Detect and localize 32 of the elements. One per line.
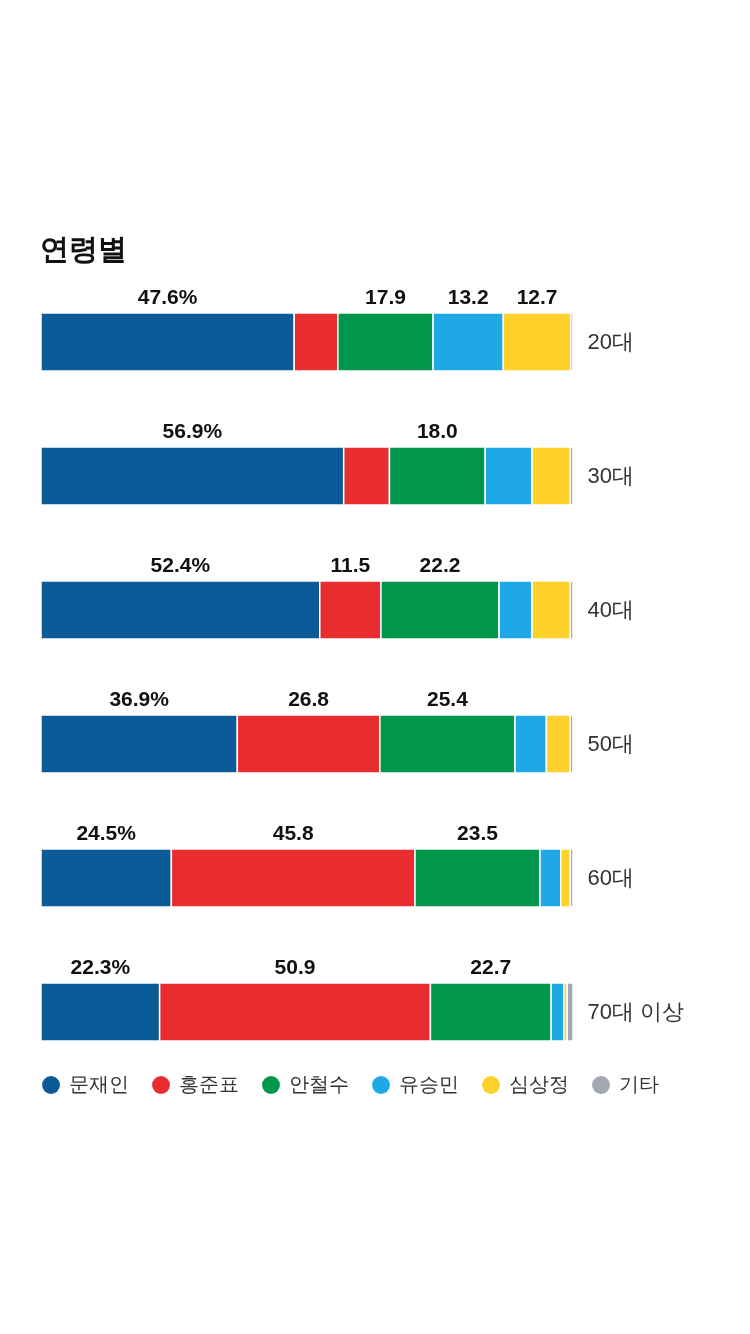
legend-label: 안철수: [289, 1073, 349, 1095]
legend-label: 홍준표: [179, 1073, 239, 1095]
legend-label: 문재인: [69, 1073, 129, 1095]
y-tick-label: 40대: [587, 597, 634, 622]
data-label: 50.9: [274, 954, 316, 978]
data-label: 11.5: [330, 552, 371, 576]
chart-title: 연령별: [40, 233, 128, 265]
data-label: 22.2: [419, 552, 461, 576]
data-label: 13.2: [447, 285, 489, 308]
data-label: 45.8: [272, 820, 314, 844]
legend-label: 유승민: [399, 1073, 459, 1095]
data-label: 56.9%: [162, 419, 223, 442]
y-tick-label: 30대: [587, 463, 634, 489]
data-label: 22.3%: [70, 954, 131, 978]
data-label: 17.9: [365, 285, 406, 308]
data-label: 26.8: [288, 686, 330, 710]
data-label: 36.9%: [109, 686, 170, 710]
bar: [566, 982, 574, 1042]
y-tick-label: 50대: [587, 731, 634, 756]
y-tick-label: 20대: [587, 329, 634, 355]
data-label: 52.4%: [150, 552, 211, 576]
data-label: 12.7: [516, 285, 558, 308]
legend-label: 기타: [619, 1073, 659, 1095]
data-label: 23.5: [457, 820, 499, 844]
data-label: 47.6%: [137, 285, 198, 308]
legend-label: 심상정: [509, 1073, 569, 1095]
data-label: 18.0: [416, 419, 458, 442]
y-tick-label: 70대 이상: [587, 998, 685, 1024]
y-tick-label: 60대: [587, 864, 634, 890]
data-label: 25.4: [427, 686, 469, 710]
data-label: 24.5%: [76, 820, 137, 844]
data-label: 22.7: [470, 954, 512, 978]
